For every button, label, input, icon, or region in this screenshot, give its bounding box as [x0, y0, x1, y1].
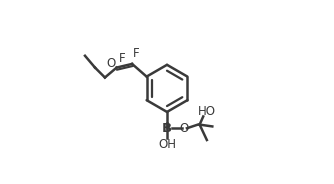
Text: O: O [107, 57, 116, 70]
Text: O: O [180, 122, 189, 135]
Text: OH: OH [158, 138, 176, 151]
Text: F: F [119, 52, 126, 65]
Text: B: B [162, 122, 172, 135]
Text: F: F [133, 47, 140, 60]
Text: HO: HO [198, 105, 216, 118]
